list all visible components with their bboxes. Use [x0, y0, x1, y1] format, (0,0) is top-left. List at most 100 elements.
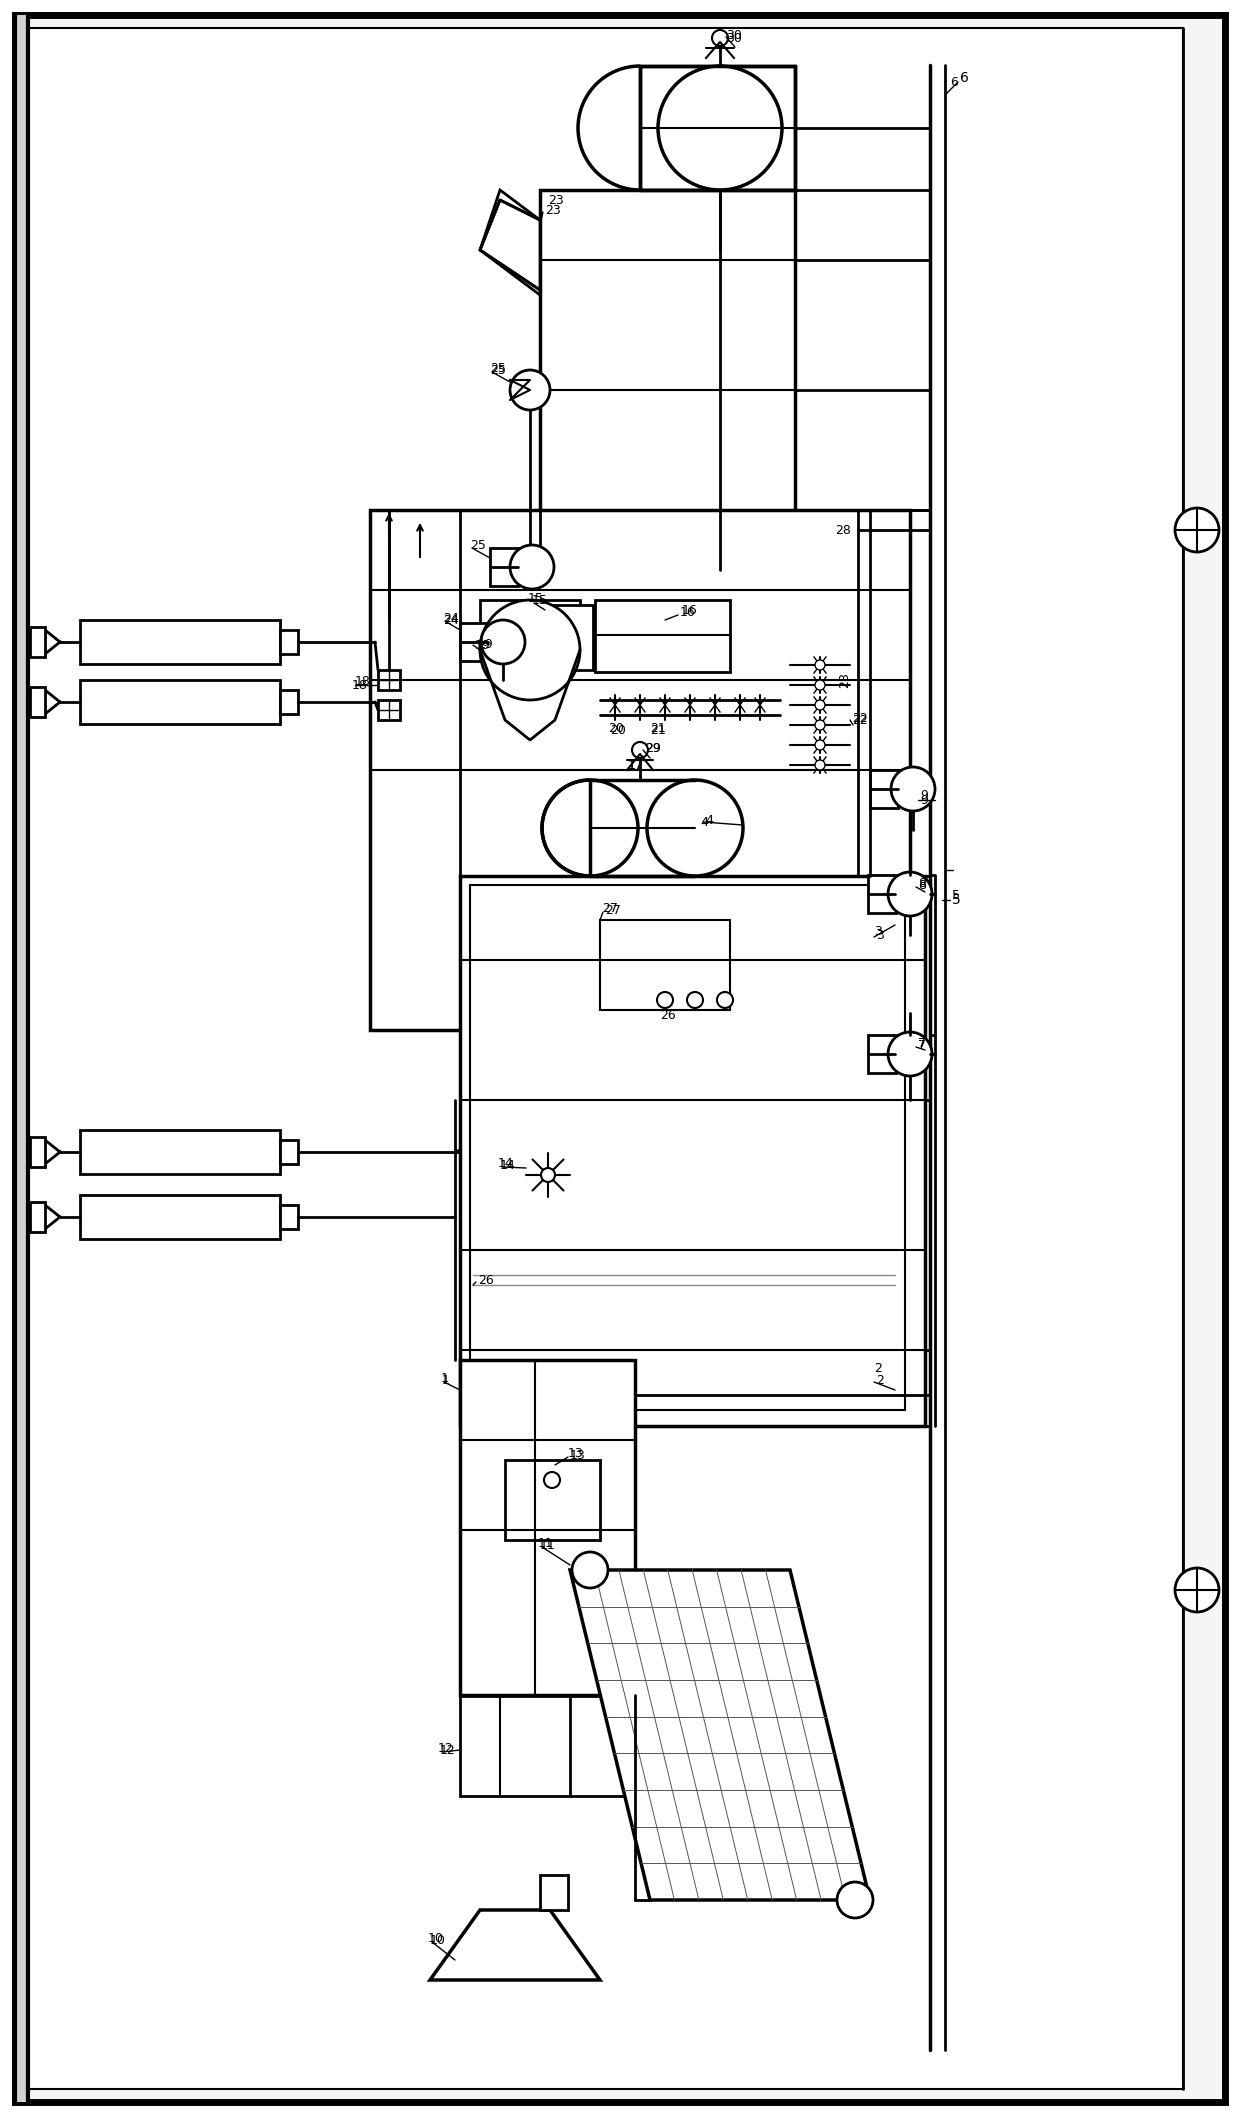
- Bar: [378, 669, 401, 690]
- Circle shape: [712, 30, 728, 47]
- Text: 16: 16: [682, 603, 698, 616]
- Text: 6: 6: [960, 72, 968, 85]
- Text: 22: 22: [852, 711, 868, 724]
- Text: 2: 2: [875, 1374, 884, 1387]
- Text: 8: 8: [918, 876, 926, 889]
- Bar: [81, 1194, 280, 1238]
- Circle shape: [480, 599, 580, 701]
- Text: 20: 20: [608, 722, 624, 735]
- Bar: [280, 631, 298, 654]
- Bar: [470, 885, 905, 1410]
- Text: 6: 6: [950, 76, 957, 89]
- Bar: [378, 701, 401, 720]
- Bar: [490, 548, 518, 586]
- Text: 9: 9: [920, 794, 928, 807]
- Circle shape: [888, 872, 932, 917]
- Text: 21: 21: [650, 724, 666, 737]
- Text: 11: 11: [538, 1537, 554, 1550]
- Circle shape: [647, 779, 743, 876]
- Bar: [640, 66, 795, 191]
- Circle shape: [815, 760, 825, 771]
- Text: 17: 17: [627, 758, 644, 771]
- Circle shape: [815, 661, 825, 669]
- Text: 14: 14: [498, 1156, 513, 1169]
- Text: 17: 17: [627, 758, 644, 771]
- Text: 9: 9: [920, 788, 928, 802]
- Text: 14: 14: [500, 1158, 516, 1171]
- Text: 29: 29: [645, 741, 661, 754]
- Bar: [280, 690, 298, 713]
- Bar: [539, 191, 795, 569]
- Text: 2: 2: [874, 1361, 882, 1374]
- Text: 10: 10: [430, 1933, 446, 1946]
- Circle shape: [1176, 508, 1219, 553]
- Circle shape: [837, 1882, 873, 1918]
- Text: 26: 26: [477, 1274, 494, 1287]
- Bar: [600, 921, 730, 1010]
- Text: 15: 15: [528, 591, 544, 605]
- Text: 5: 5: [952, 893, 961, 906]
- Text: 12: 12: [440, 1744, 456, 1757]
- Text: 13: 13: [568, 1446, 584, 1459]
- Bar: [546, 605, 593, 669]
- Text: 22: 22: [852, 713, 868, 726]
- Circle shape: [481, 620, 525, 665]
- Text: 28: 28: [838, 671, 851, 688]
- Polygon shape: [480, 191, 539, 294]
- Text: 26: 26: [660, 1008, 676, 1023]
- Text: 5: 5: [952, 889, 960, 902]
- Circle shape: [687, 993, 703, 1008]
- Text: 11: 11: [539, 1539, 556, 1552]
- Text: 7: 7: [918, 1039, 926, 1052]
- Text: 29: 29: [645, 741, 661, 754]
- Text: 20: 20: [610, 724, 626, 737]
- Circle shape: [888, 1031, 932, 1075]
- Bar: [590, 779, 694, 876]
- Bar: [595, 599, 730, 671]
- Text: 1: 1: [441, 1372, 449, 1385]
- Text: 3: 3: [875, 929, 884, 942]
- Text: 1: 1: [441, 1374, 450, 1387]
- Text: 27: 27: [601, 902, 618, 915]
- Circle shape: [1176, 1569, 1219, 1611]
- Bar: [81, 1130, 280, 1175]
- Bar: [280, 1205, 298, 1230]
- Text: 10: 10: [428, 1931, 444, 1946]
- Bar: [30, 1202, 45, 1232]
- Text: 30: 30: [725, 28, 742, 42]
- Bar: [505, 1461, 600, 1539]
- Circle shape: [892, 766, 935, 811]
- Text: 28: 28: [835, 523, 851, 536]
- Circle shape: [717, 993, 733, 1008]
- Text: 19: 19: [477, 637, 494, 650]
- Text: 25: 25: [470, 538, 486, 553]
- Bar: [870, 771, 898, 809]
- Circle shape: [657, 993, 673, 1008]
- Bar: [460, 1359, 635, 1696]
- Circle shape: [632, 741, 649, 758]
- Circle shape: [542, 779, 639, 876]
- Bar: [868, 874, 897, 912]
- Text: 21: 21: [650, 722, 666, 735]
- Text: 4: 4: [701, 815, 708, 828]
- Text: 18: 18: [355, 675, 371, 688]
- Bar: [81, 680, 280, 724]
- Text: 13: 13: [570, 1448, 585, 1461]
- Text: 15: 15: [532, 593, 548, 605]
- Circle shape: [544, 1471, 560, 1488]
- Text: 18: 18: [352, 680, 368, 692]
- Text: 24: 24: [443, 612, 459, 625]
- Circle shape: [572, 1552, 608, 1588]
- Bar: [370, 510, 910, 1031]
- Bar: [460, 876, 925, 1427]
- Text: 23: 23: [546, 203, 560, 216]
- Text: 19: 19: [475, 639, 491, 652]
- Bar: [15, 15, 29, 2102]
- Circle shape: [541, 1169, 556, 1181]
- Text: 3: 3: [874, 925, 882, 938]
- Bar: [868, 1035, 897, 1073]
- Text: 23: 23: [548, 193, 564, 207]
- Bar: [30, 688, 45, 718]
- Bar: [480, 599, 580, 650]
- Circle shape: [815, 701, 825, 709]
